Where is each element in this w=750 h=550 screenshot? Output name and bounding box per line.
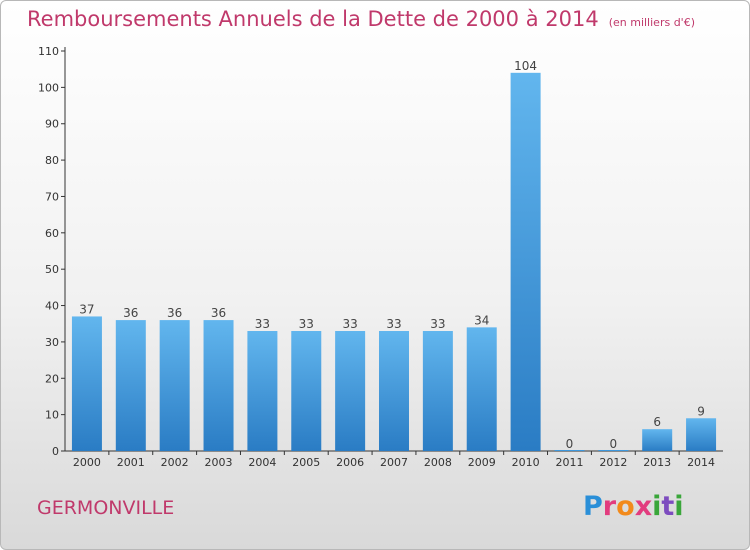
bar-value-label: 33 <box>255 317 270 331</box>
bar <box>203 320 234 451</box>
bar <box>379 331 409 451</box>
x-tick-label: 2012 <box>599 456 627 469</box>
bar <box>510 72 541 452</box>
town-name: GERMONVILLE <box>37 497 175 519</box>
proxiti-logo: Proxiti <box>583 491 684 522</box>
bar <box>422 331 453 451</box>
bar-value-label: 104 <box>514 59 537 73</box>
bar-value-label: 36 <box>167 306 182 320</box>
x-tick-label: 2014 <box>687 456 715 469</box>
bar <box>554 450 585 451</box>
bar-value-label: 34 <box>474 313 489 327</box>
x-tick-label: 2011 <box>555 456 583 469</box>
bar-value-label: 9 <box>697 404 705 418</box>
x-tick-label: 2004 <box>248 456 276 469</box>
bar <box>71 316 102 451</box>
bar <box>115 320 146 451</box>
bar-value-label: 33 <box>430 317 445 331</box>
y-tick-label: 70 <box>45 190 59 203</box>
x-tick-label: 2009 <box>468 456 496 469</box>
bar-value-label: 33 <box>342 317 357 331</box>
bar <box>159 320 190 451</box>
y-tick-label: 20 <box>45 372 59 385</box>
x-tick-label: 2013 <box>643 456 671 469</box>
bar-value-label: 36 <box>211 306 226 320</box>
bar-value-label: 0 <box>610 437 618 451</box>
x-tick-label: 2010 <box>512 456 540 469</box>
chart-subtitle: (en milliers d'€) <box>608 16 695 29</box>
bar-value-label: 37 <box>79 302 94 316</box>
x-tick-label: 2003 <box>205 456 233 469</box>
chart-title-text: Remboursements Annuels de la Dette de 20… <box>27 7 599 31</box>
logo-letter: o <box>616 491 635 522</box>
bar <box>335 331 366 451</box>
bar-value-label: 6 <box>653 415 661 429</box>
y-tick-label: 10 <box>45 409 59 422</box>
y-tick-label: 50 <box>45 263 59 276</box>
logo-letter: i <box>674 491 684 522</box>
bar <box>247 331 278 451</box>
logo-letter: r <box>602 491 617 522</box>
logo-letter: i <box>652 491 662 522</box>
y-tick-label: 0 <box>52 445 59 458</box>
y-tick-label: 80 <box>45 154 59 167</box>
y-tick-label: 110 <box>38 45 59 58</box>
bars: 37 36 36 36 33 33 33 33 33 34 104 0 0 6 9 <box>71 59 717 452</box>
y-tick-label: 60 <box>45 227 59 240</box>
bar <box>598 450 629 451</box>
y-tick-label: 100 <box>38 81 59 94</box>
x-tick-label: 2000 <box>73 456 101 469</box>
bar <box>642 429 673 451</box>
x-tick-label: 2001 <box>117 456 145 469</box>
x-tick-label: 2006 <box>336 456 364 469</box>
x-tick-label: 2007 <box>380 456 408 469</box>
logo-letter: P <box>583 491 603 522</box>
y-tick-label: 30 <box>45 336 59 349</box>
bar-value-label: 36 <box>123 306 138 320</box>
logo-letter: t <box>661 491 675 522</box>
bar <box>686 418 717 451</box>
bar-value-label: 33 <box>299 317 314 331</box>
bar <box>291 331 322 451</box>
bar-value-label: 0 <box>566 437 574 451</box>
bar <box>466 327 497 451</box>
chart-title: Remboursements Annuels de la Dette de 20… <box>27 7 695 31</box>
x-tick-label: 2005 <box>292 456 320 469</box>
y-tick-label: 90 <box>45 118 59 131</box>
y-tick-label: 40 <box>45 300 59 313</box>
logo-letter: x <box>634 491 653 522</box>
x-tick-label: 2002 <box>161 456 189 469</box>
x-tick-label: 2008 <box>424 456 452 469</box>
bar-value-label: 33 <box>386 317 401 331</box>
